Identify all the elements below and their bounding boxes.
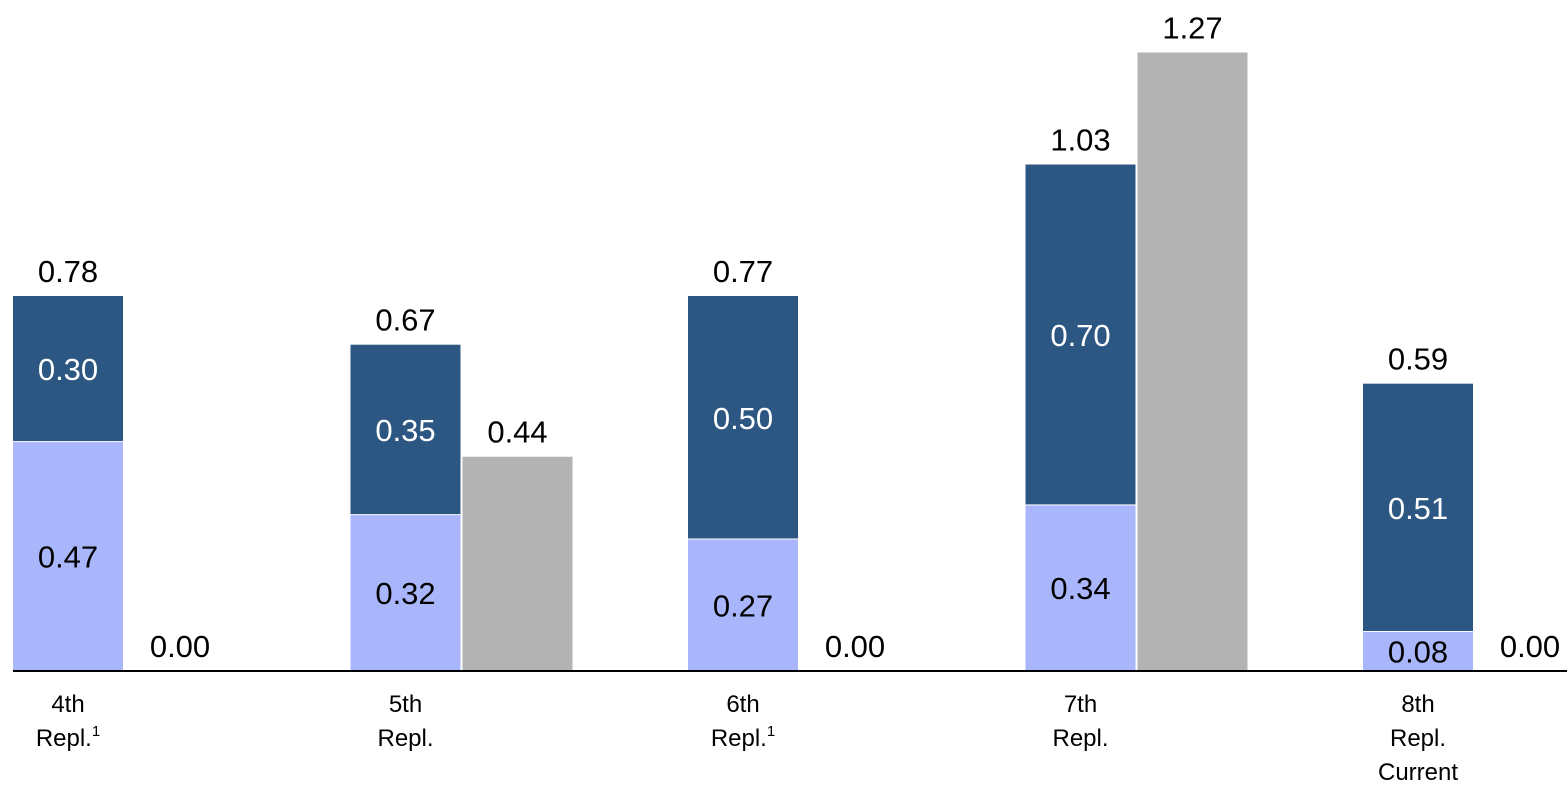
upper-segment-bar [688, 296, 798, 539]
x-tick-label: 7th [1064, 691, 1097, 718]
lower-segment-bar [13, 442, 123, 671]
total-label: 1.03 [1050, 123, 1110, 158]
footnote-marker: 1 [767, 723, 775, 740]
x-tick-label: Repl. [1052, 725, 1108, 752]
x-tick-label: Repl.1 [36, 723, 100, 752]
lower-segment-label: 0.47 [38, 540, 98, 575]
comparison-label: 0.00 [1500, 629, 1560, 664]
lower-segment-bar [1025, 505, 1136, 671]
x-tick-label: Current [1378, 759, 1458, 786]
x-tick-label-text: Repl. [1052, 725, 1108, 752]
upper-segment-bar [1363, 383, 1473, 632]
comparison-label: 1.27 [1162, 11, 1222, 46]
x-tick-label-text: Repl. [711, 725, 767, 752]
upper-segment-bar [350, 344, 461, 515]
footnote-marker: 1 [92, 723, 100, 740]
upper-segment-label: 0.70 [1050, 318, 1110, 353]
upper-segment-label: 0.35 [375, 413, 435, 448]
x-tick-label: 5th [389, 691, 422, 718]
labels-layer: 0.47 0.30 0.78 0.00 0.32 0.35 0.67 0.44 0.27 0.50… [38, 11, 1560, 670]
lower-segment-label: 0.27 [713, 588, 773, 623]
comparison-label: 0.00 [150, 629, 210, 664]
lower-segment-label: 0.34 [1050, 571, 1110, 606]
total-label: 0.78 [38, 254, 98, 289]
x-tick-label-text: 5th [389, 691, 422, 718]
lower-segment-bar [350, 515, 461, 671]
x-tick-label-text: Current [1378, 759, 1458, 786]
upper-segment-label: 0.50 [713, 401, 773, 436]
x-tick-label: Repl.1 [711, 723, 775, 752]
upper-segment-label: 0.30 [38, 352, 98, 387]
upper-segment-bar [13, 296, 123, 442]
x-tick-label: 6th [726, 691, 759, 718]
bars-layer [13, 52, 1473, 671]
x-tick-label-text: Repl. [377, 725, 433, 752]
x-tick-label-text: 7th [1064, 691, 1097, 718]
x-tick-label-text: 4th [51, 691, 84, 718]
x-tick-label: Repl. [1390, 725, 1446, 752]
x-tick-label: Repl. [377, 725, 433, 752]
upper-segment-bar [1025, 164, 1136, 505]
comparison-label: 0.00 [825, 629, 885, 664]
x-tick-label: 4th [51, 691, 84, 718]
total-label: 0.67 [375, 303, 435, 338]
x-tick-label-text: 8th [1401, 691, 1434, 718]
lower-segment-label: 0.32 [375, 576, 435, 611]
total-label: 0.59 [1388, 342, 1448, 377]
lower-segment-bar [688, 539, 798, 671]
x-tick-label-text: Repl. [36, 725, 92, 752]
lower-segment-label: 0.08 [1388, 635, 1448, 670]
x-axis-ticks: 4thRepl.15thRepl.6thRepl.17thRepl.8thRep… [36, 691, 1459, 786]
total-label: 0.77 [713, 254, 773, 289]
comparison-bar [462, 456, 573, 671]
x-tick-label-text: Repl. [1390, 725, 1446, 752]
lower-segment-bar [1363, 632, 1473, 671]
x-tick-label-text: 6th [726, 691, 759, 718]
comparison-label: 0.44 [487, 415, 547, 450]
comparison-bar [1137, 52, 1248, 671]
upper-segment-label: 0.51 [1388, 491, 1448, 526]
x-tick-label: 8th [1401, 691, 1434, 718]
